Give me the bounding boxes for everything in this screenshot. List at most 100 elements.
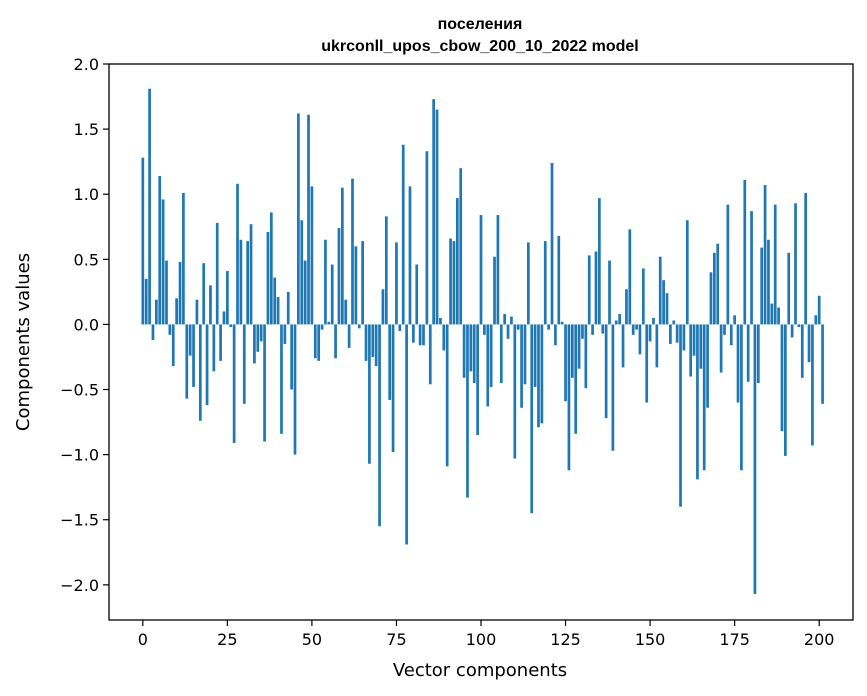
- bar: [800, 324, 804, 378]
- bar: [297, 113, 300, 325]
- bar: [587, 255, 591, 325]
- bar: [740, 324, 743, 471]
- y-tick-label: −2.0: [60, 576, 99, 595]
- bar: [658, 256, 662, 325]
- bar: [185, 324, 189, 399]
- bar: [425, 151, 429, 325]
- bar: [215, 222, 219, 325]
- bar: [591, 324, 594, 335]
- bar: [601, 324, 605, 334]
- bar: [780, 324, 784, 432]
- bar: [374, 324, 378, 367]
- x-tick-label: 25: [217, 630, 237, 649]
- bar: [773, 204, 777, 325]
- bar: [641, 268, 645, 325]
- bar: [161, 199, 165, 325]
- bar: [151, 324, 155, 341]
- bar: [655, 324, 659, 368]
- y-tick-label: −1.0: [60, 446, 99, 465]
- x-tick-label: 150: [635, 630, 666, 649]
- bar: [486, 324, 490, 407]
- y-tick-label: 1.0: [74, 185, 99, 204]
- bar: [743, 179, 747, 325]
- bar: [384, 216, 388, 325]
- bar: [476, 324, 479, 436]
- bar: [672, 320, 676, 325]
- bar: [378, 324, 381, 527]
- bar: [462, 324, 466, 378]
- bar: [432, 99, 436, 325]
- bar: [412, 324, 415, 343]
- bar: [168, 324, 172, 335]
- bar: [489, 324, 493, 387]
- bar: [263, 324, 266, 442]
- bar: [638, 324, 642, 355]
- bar: [195, 299, 199, 325]
- bar: [239, 239, 243, 325]
- bar: [726, 204, 730, 325]
- bar: [401, 144, 405, 325]
- bar: [469, 324, 473, 372]
- bar: [324, 239, 327, 325]
- bar: [483, 324, 486, 335]
- bar: [202, 263, 206, 325]
- bar: [804, 192, 808, 325]
- bar: [560, 321, 564, 325]
- bar: [290, 324, 293, 390]
- bar: [763, 185, 767, 325]
- bar: [351, 178, 354, 325]
- bar: [554, 324, 557, 346]
- bar: [439, 317, 442, 325]
- bar: [618, 314, 622, 325]
- bar: [371, 324, 375, 357]
- bar: [564, 324, 567, 402]
- bar: [712, 252, 716, 325]
- bar: [547, 324, 550, 330]
- bar: [516, 324, 520, 330]
- y-tick-label: −1.5: [60, 511, 99, 530]
- bar: [175, 298, 178, 325]
- bar: [537, 324, 540, 428]
- bar: [357, 324, 361, 329]
- bar: [398, 324, 402, 331]
- bar: [428, 324, 432, 385]
- bar: [165, 260, 168, 325]
- bar: [550, 162, 554, 325]
- bar: [449, 238, 452, 325]
- bar: [381, 289, 385, 325]
- bar: [540, 324, 544, 424]
- bar: [685, 220, 689, 325]
- x-tick-label: 50: [302, 630, 322, 649]
- bar: [750, 211, 753, 325]
- bar: [628, 229, 632, 325]
- bar: [526, 242, 530, 325]
- bar: [212, 324, 216, 372]
- bar: [570, 324, 574, 378]
- chart-title-line1: поселения: [438, 16, 523, 33]
- bar: [276, 297, 280, 325]
- bar: [422, 324, 425, 346]
- bar: [794, 203, 797, 325]
- bar: [648, 324, 652, 342]
- bar: [340, 187, 344, 325]
- bar: [503, 314, 507, 325]
- bar: [543, 241, 547, 325]
- bar: [814, 315, 818, 325]
- bar: [293, 324, 297, 455]
- bar: [455, 198, 459, 325]
- bar: [364, 324, 368, 361]
- bar: [435, 109, 439, 325]
- bar: [675, 324, 679, 343]
- bar: [317, 324, 321, 361]
- bar: [391, 324, 395, 453]
- bar: [242, 324, 246, 404]
- bar: [418, 324, 422, 346]
- bar: [506, 324, 510, 339]
- bar: [148, 88, 151, 325]
- bar: [300, 220, 304, 325]
- bar: [219, 324, 222, 361]
- bar: [226, 271, 229, 325]
- bar: [232, 324, 236, 443]
- bar: [405, 324, 408, 545]
